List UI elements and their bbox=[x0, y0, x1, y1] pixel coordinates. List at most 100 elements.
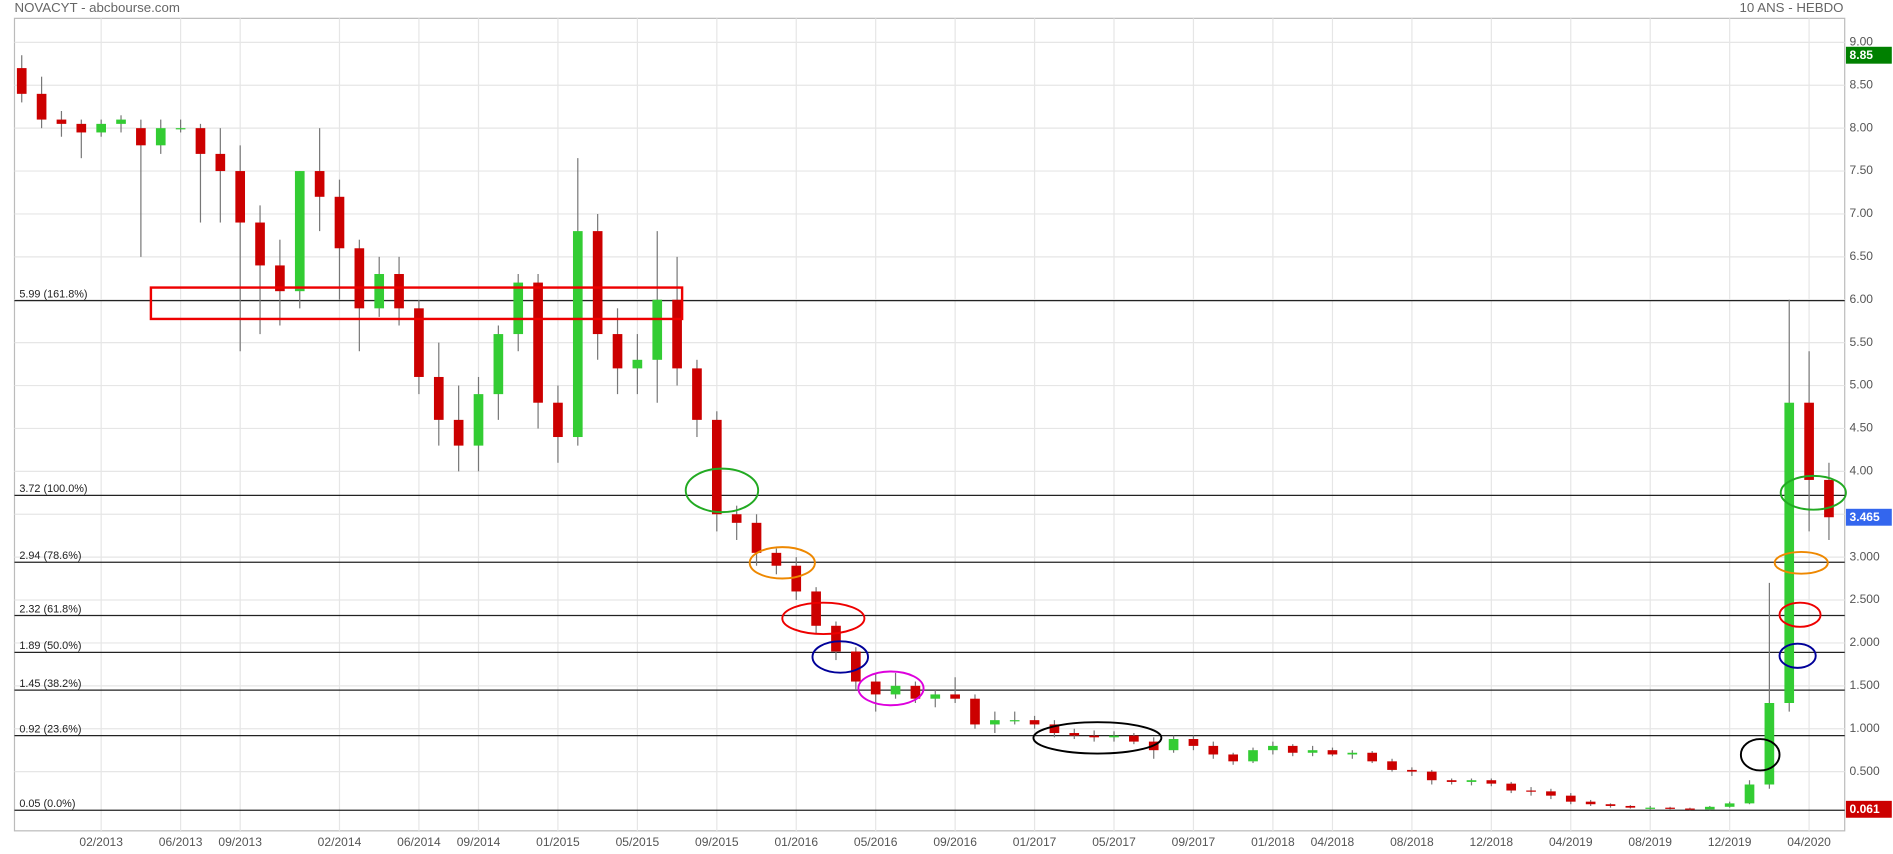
circle bbox=[1778, 601, 1822, 628]
x-tick-label: 05/2017 bbox=[1092, 835, 1136, 849]
candle-body bbox=[314, 171, 325, 197]
candle-body bbox=[1248, 750, 1258, 762]
circle bbox=[781, 601, 866, 636]
y-tick-label: 6.00 bbox=[1850, 292, 1874, 306]
circle bbox=[1773, 550, 1829, 575]
candle-body bbox=[1486, 780, 1497, 784]
candle-body bbox=[1585, 801, 1596, 805]
candle-body bbox=[831, 625, 841, 652]
candle-body bbox=[1049, 724, 1060, 734]
circle bbox=[857, 670, 925, 707]
y-tick-label: 7.00 bbox=[1850, 206, 1874, 220]
candle-body bbox=[1287, 745, 1298, 753]
candle-body bbox=[1645, 807, 1656, 809]
x-tick-label: 04/2020 bbox=[1787, 835, 1831, 849]
candle-body bbox=[136, 128, 146, 146]
candle-body bbox=[96, 123, 106, 133]
circle bbox=[748, 546, 816, 580]
candle-body bbox=[791, 565, 802, 592]
candle-body bbox=[811, 591, 821, 626]
x-tick-label: 12/2018 bbox=[1470, 835, 1514, 849]
candle-body bbox=[1565, 795, 1576, 802]
candle-body bbox=[1129, 735, 1139, 742]
y-tick-label: 9.00 bbox=[1850, 35, 1874, 49]
x-tick-label: 09/2015 bbox=[695, 835, 739, 849]
candle-body bbox=[1625, 805, 1636, 808]
x-tick-label: 01/2015 bbox=[536, 835, 580, 849]
candle-body bbox=[414, 308, 424, 377]
y-tick-label: 1.000 bbox=[1850, 721, 1880, 735]
candle-body bbox=[851, 651, 861, 682]
candle-body bbox=[592, 231, 603, 335]
candle-body bbox=[672, 299, 682, 369]
y-tick-label: 5.50 bbox=[1850, 335, 1874, 349]
candle-body bbox=[394, 274, 404, 309]
circle bbox=[1032, 721, 1163, 755]
candle-body bbox=[1546, 791, 1556, 796]
candle-body bbox=[374, 274, 385, 309]
fib-label: 1.45 (38.2%) bbox=[19, 678, 81, 690]
candle-body bbox=[433, 376, 444, 420]
fib-label: 1.89 (50.0%) bbox=[19, 640, 81, 652]
candle-body bbox=[1685, 808, 1695, 810]
candle-body bbox=[294, 171, 305, 292]
candle-body bbox=[870, 681, 881, 695]
x-tick-label: 04/2019 bbox=[1549, 835, 1593, 849]
y-tick-label: 4.00 bbox=[1850, 464, 1874, 478]
x-tick-label: 02/2014 bbox=[318, 835, 362, 849]
y-tick-label: 7.50 bbox=[1850, 163, 1874, 177]
y-tick-label: 0.500 bbox=[1850, 764, 1880, 778]
x-tick-label: 02/2013 bbox=[79, 835, 123, 849]
candle-body bbox=[1009, 720, 1020, 722]
y-tick-label: 2.000 bbox=[1850, 635, 1880, 649]
candle-body bbox=[175, 128, 186, 130]
candle-body bbox=[36, 93, 47, 120]
candle-body bbox=[76, 123, 87, 133]
candle-body bbox=[493, 334, 504, 395]
price-badge-label: 8.85 bbox=[1850, 48, 1874, 62]
candle-body bbox=[1506, 783, 1517, 791]
candle-body bbox=[1407, 769, 1417, 772]
candle-body bbox=[533, 282, 543, 403]
candle-body bbox=[1605, 804, 1616, 806]
candle-body bbox=[473, 394, 484, 446]
candle-body bbox=[910, 685, 921, 699]
annotations bbox=[149, 286, 1847, 772]
x-tick-label: 06/2013 bbox=[159, 835, 203, 849]
circle bbox=[811, 640, 869, 674]
candle-body bbox=[1387, 761, 1397, 770]
chart-title: NOVACYT - abcbourse.com bbox=[14, 0, 179, 15]
x-tick-label: 09/2016 bbox=[933, 835, 977, 849]
candle-body bbox=[1208, 745, 1219, 755]
candle-body bbox=[215, 153, 226, 172]
candle-body bbox=[1665, 807, 1675, 809]
price-badge-label: 0.061 bbox=[1850, 802, 1880, 816]
candle-body bbox=[553, 402, 563, 438]
price-badge-label: 3.465 bbox=[1850, 510, 1880, 524]
candle-body bbox=[453, 419, 464, 446]
axes: 0.5001.0001.5002.0002.5003.0003.5004.004… bbox=[79, 35, 1892, 849]
candle-body bbox=[334, 196, 345, 249]
candle-body bbox=[116, 119, 126, 124]
zone-box bbox=[149, 286, 684, 321]
x-tick-label: 09/2013 bbox=[218, 835, 262, 849]
x-tick-label: 04/2018 bbox=[1311, 835, 1355, 849]
candle-body bbox=[513, 282, 524, 335]
circle bbox=[684, 467, 760, 514]
candle-body bbox=[1347, 752, 1358, 755]
price-badge bbox=[1845, 800, 1892, 818]
candle-body bbox=[195, 128, 206, 154]
y-tick-label: 5.00 bbox=[1850, 378, 1874, 392]
fib-label: 3.72 (100.0%) bbox=[19, 483, 87, 495]
x-tick-label: 08/2019 bbox=[1628, 835, 1672, 849]
y-tick-label: 2.500 bbox=[1850, 592, 1880, 606]
fib-label: 2.32 (61.8%) bbox=[19, 603, 81, 615]
fib-label: 5.99 (161.8%) bbox=[19, 288, 87, 300]
circle bbox=[1778, 642, 1817, 669]
y-tick-label: 8.50 bbox=[1850, 77, 1874, 91]
candle-body bbox=[1367, 752, 1378, 762]
candle-body bbox=[255, 222, 265, 266]
candle-body bbox=[155, 128, 166, 146]
x-tick-label: 01/2017 bbox=[1013, 835, 1057, 849]
